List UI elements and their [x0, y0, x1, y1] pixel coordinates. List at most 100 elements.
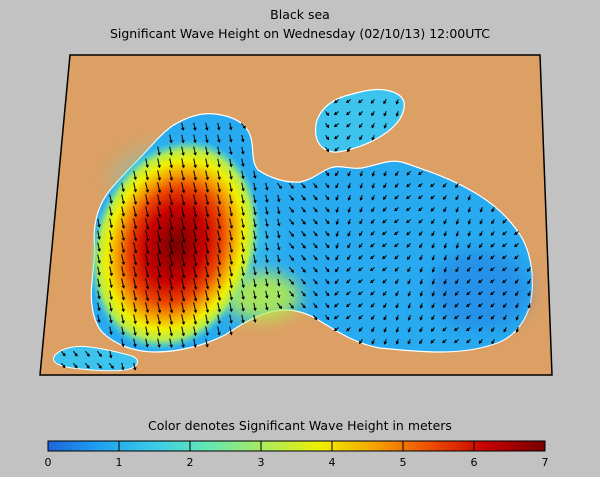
wave-arrow-head: [217, 320, 221, 325]
wave-arrow: [133, 170, 137, 180]
wave-arrow-head: [407, 293, 411, 297]
wave-arrow-head: [145, 297, 150, 302]
wave-arrow-head: [431, 220, 435, 225]
wave-arrow-head: [502, 255, 506, 259]
wave-arrow-head: [193, 202, 198, 206]
wave-arrow: [169, 338, 173, 348]
wave-arrow-head: [346, 280, 350, 284]
wave-arrow-head: [382, 268, 386, 272]
wave-arrow-head: [326, 208, 330, 213]
wave-arrow: [193, 241, 197, 254]
wave-arrow-head: [406, 256, 411, 260]
wave-arrow: [181, 206, 185, 218]
wave-arrow-head: [431, 281, 435, 285]
wave-arrow-head: [370, 232, 374, 236]
wave-arrow-head: [394, 268, 398, 272]
wave-arrow: [193, 229, 197, 242]
wave-arrow-head: [229, 331, 233, 336]
wave-arrow-head: [527, 293, 531, 297]
colorbar-tick-label: 7: [541, 456, 549, 469]
wave-arrow: [133, 194, 137, 205]
wave-arrow: [205, 266, 209, 278]
wave-arrow-head: [194, 274, 198, 279]
wave-arrow-head: [170, 286, 174, 291]
wave-arrow: [253, 230, 256, 239]
wave-arrow-head: [302, 257, 306, 261]
wave-arrow-head: [370, 316, 375, 320]
colorbar-tick-label: 2: [186, 456, 194, 469]
wave-arrow-head: [121, 237, 126, 242]
wave-arrow-head: [335, 245, 339, 249]
wave-arrow-head: [455, 245, 459, 249]
wave-arrow: [241, 290, 245, 300]
wave-arrow-head: [371, 173, 375, 177]
wave-arrow-head: [277, 211, 281, 215]
wave-arrow-head: [314, 185, 318, 189]
wave-arrow-head: [314, 269, 318, 273]
wave-arrow-head: [265, 283, 269, 287]
wave-arrow-head: [326, 244, 330, 249]
wave-arrow-head: [265, 199, 269, 203]
wave-arrow: [121, 242, 125, 253]
wave-arrow: [217, 182, 221, 192]
wave-arrow-head: [229, 188, 233, 193]
wave-arrow: [133, 254, 137, 265]
wave-arrow: [145, 194, 149, 205]
wave-arrow-head: [455, 209, 459, 213]
wave-arrow-head: [241, 188, 245, 192]
wave-arrow: [288, 230, 294, 237]
wave-arrow-head: [442, 316, 446, 320]
wave-arrow: [253, 302, 256, 311]
wave-arrow: [109, 254, 113, 264]
wave-arrow-head: [205, 344, 209, 348]
wave-arrow-head: [406, 184, 410, 188]
wave-arrow-head: [181, 177, 186, 181]
wave-arrow-head: [229, 237, 234, 241]
wave-arrow-head: [181, 127, 185, 131]
wave-arrow-head: [169, 332, 173, 337]
wave-arrow-head: [478, 256, 482, 260]
wave-arrow-head: [265, 247, 269, 252]
wave-arrow-head: [241, 272, 245, 277]
wave-arrow-head: [406, 207, 410, 211]
wave-arrow-head: [109, 200, 113, 204]
wave-arrow-head: [265, 235, 269, 240]
wave-arrow: [169, 290, 173, 302]
wave-arrow-head: [490, 279, 494, 283]
wave-arrow: [121, 338, 124, 347]
wave-arrow-head: [490, 256, 494, 260]
wave-arrow-head: [181, 286, 186, 291]
wave-arrow-head: [395, 305, 399, 309]
wave-arrow-head: [217, 139, 221, 143]
wave-arrow-head: [217, 250, 222, 254]
wave-arrow-head: [133, 320, 137, 325]
wave-arrow-head: [133, 226, 138, 230]
wave-arrow: [121, 278, 125, 288]
wave-arrow: [301, 230, 306, 237]
wave-arrow-head: [395, 113, 399, 117]
map-title: Black sea: [270, 7, 330, 22]
wave-arrow-head: [278, 185, 283, 189]
wave-arrow-head: [515, 329, 519, 333]
wave-arrow-head: [158, 274, 162, 279]
wave-arrow-head: [193, 127, 197, 131]
wave-arrow-head: [418, 183, 422, 187]
wave-arrow: [276, 302, 282, 309]
wave-arrow-head: [326, 292, 330, 297]
wave-arrow-head: [181, 214, 186, 219]
wave-arrow-head: [182, 263, 186, 267]
wave-arrow: [277, 242, 280, 250]
wave-arrow: [169, 302, 173, 313]
wave-arrow-head: [242, 125, 246, 129]
wave-arrow-head: [229, 249, 234, 254]
wave-arrow-head: [145, 226, 150, 230]
wave-arrow: [97, 302, 100, 311]
wave-arrow-head: [145, 344, 149, 348]
wave-arrow-head: [229, 176, 233, 180]
wave-arrow-head: [326, 124, 330, 129]
wave-arrow-head: [431, 269, 435, 273]
wave-arrow-head: [229, 126, 233, 131]
wave-arrow-head: [205, 286, 210, 290]
wave-arrow-head: [265, 271, 269, 276]
